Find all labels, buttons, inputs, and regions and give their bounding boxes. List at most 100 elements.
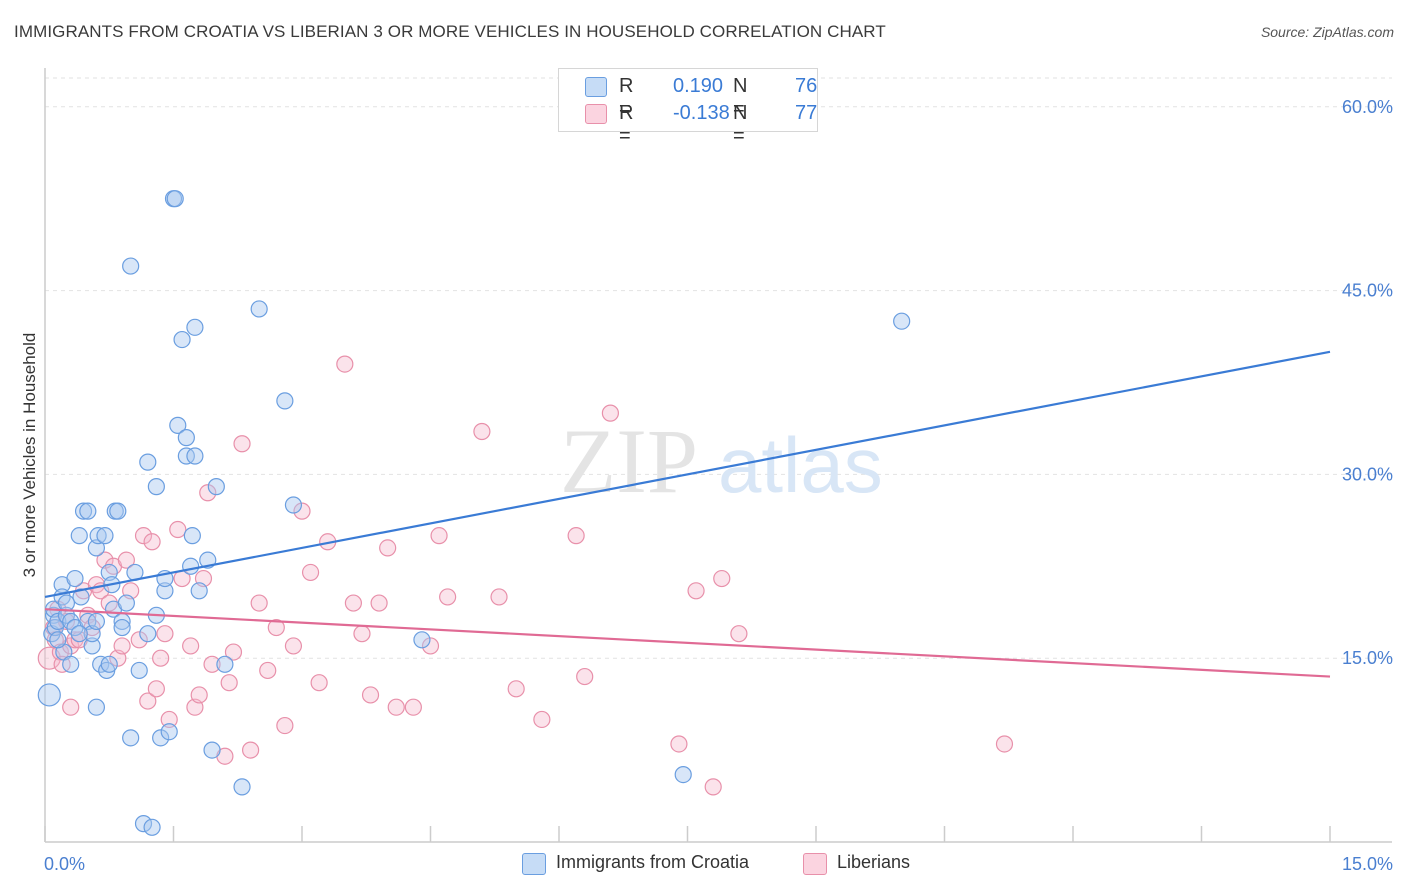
croatia-point xyxy=(96,527,114,545)
croatia-point xyxy=(284,496,303,514)
liberian-point xyxy=(601,404,620,422)
croatia-point xyxy=(166,190,184,208)
croatia-point xyxy=(113,618,131,637)
series-croatia xyxy=(37,190,911,836)
liberian-point xyxy=(687,582,705,600)
liberian-point xyxy=(62,698,80,716)
liberian-point xyxy=(379,539,397,557)
croatia-point xyxy=(183,527,201,545)
liberian-point xyxy=(37,646,61,670)
liberian-point xyxy=(130,631,148,649)
croatia-point xyxy=(89,527,107,545)
croatia-point xyxy=(134,815,153,833)
liberian-point xyxy=(567,527,585,545)
liberian-point xyxy=(259,661,277,680)
liberian-point xyxy=(301,563,320,582)
croatia-point xyxy=(49,631,67,649)
croatia-point xyxy=(109,502,127,520)
croatia-point xyxy=(100,655,118,673)
croatia-point xyxy=(190,582,208,600)
croatia-point xyxy=(122,729,140,747)
liberian-point xyxy=(224,643,243,661)
croatia-point xyxy=(173,330,191,349)
legend-n-label: N = xyxy=(733,102,748,147)
legend-n-value: 76 xyxy=(795,75,818,97)
liberian-point xyxy=(242,741,260,759)
y-tick-label: 30.0% xyxy=(1342,464,1393,484)
croatia-point xyxy=(207,478,225,496)
liberian-point xyxy=(473,422,491,441)
croatia-point xyxy=(182,557,200,575)
liberian-point xyxy=(336,355,354,373)
liberian-point xyxy=(250,594,268,612)
legend-r-label: R = xyxy=(619,102,634,147)
x-tick-label: 15.0% xyxy=(1342,854,1393,874)
croatia-point xyxy=(117,594,135,612)
croatia-point xyxy=(216,655,234,673)
croatia-point xyxy=(413,631,431,649)
croatia-point xyxy=(147,478,165,496)
croatia-point xyxy=(139,625,157,643)
croatia-point xyxy=(79,502,97,520)
croatia-point xyxy=(152,729,170,747)
y-tick-label: 15.0% xyxy=(1342,648,1393,668)
legend-n-label: N = xyxy=(733,75,748,120)
watermark-zip: ZIP xyxy=(560,410,698,512)
liberian-point xyxy=(284,637,303,655)
croatia-point xyxy=(233,778,251,796)
chart-title: IMMIGRANTS FROM CROATIA VS LIBERIAN 3 OR… xyxy=(14,22,886,41)
croatia-point xyxy=(62,655,80,673)
croatia-point xyxy=(674,766,692,784)
liberian-point xyxy=(421,637,440,655)
liberian-point xyxy=(670,735,688,753)
liberian-point xyxy=(139,692,157,710)
y-tick-label: 60.0% xyxy=(1342,97,1393,117)
liberian-point xyxy=(190,686,208,704)
bottom-legend-label-liberians: Liberians xyxy=(837,852,911,872)
liberian-point xyxy=(113,637,131,655)
croatia-point xyxy=(186,447,204,465)
liberian-point xyxy=(156,625,174,643)
liberian-point xyxy=(169,520,187,539)
liberian-point xyxy=(361,686,380,704)
liberian-point xyxy=(490,588,508,606)
liberian-point xyxy=(293,502,311,520)
liberian-point xyxy=(995,735,1014,753)
croatia-point xyxy=(156,582,174,600)
liberian-point xyxy=(576,667,594,686)
x-tick-label: 0.0% xyxy=(44,854,85,874)
liberian-point xyxy=(203,655,221,673)
watermark-atlas: atlas xyxy=(718,421,883,509)
croatia-point xyxy=(186,318,204,336)
liberian-point xyxy=(713,569,731,588)
liberian-point xyxy=(344,594,362,612)
liberian-point xyxy=(134,527,153,545)
legend-r-value: -0.138 xyxy=(673,102,730,124)
legend-swatch-croatia xyxy=(585,77,607,97)
croatia-trend-line xyxy=(44,350,1331,599)
liberian-point xyxy=(147,680,165,698)
liberian-point xyxy=(404,698,422,716)
croatia-point xyxy=(122,257,140,275)
croatia-point xyxy=(160,723,178,741)
croatia-point xyxy=(169,416,187,434)
liberian-point xyxy=(152,649,170,667)
croatia-point xyxy=(66,569,84,588)
liberian-point xyxy=(439,588,457,606)
tick-labels: 15.0% 30.0% 45.0% 60.0% 0.0% 15.0% xyxy=(44,97,1393,874)
croatia-point xyxy=(276,392,294,410)
y-axis-label: 3 or more Vehicles in Household xyxy=(20,332,39,578)
liberian-point xyxy=(370,594,388,612)
source-label: Source: ZipAtlas.com xyxy=(1260,24,1394,40)
croatia-point xyxy=(57,594,76,612)
bottom-legend-swatch-liberians xyxy=(803,853,827,875)
croatia-point xyxy=(203,741,221,759)
croatia-point xyxy=(83,637,101,655)
croatia-point xyxy=(37,683,61,707)
liberian-point xyxy=(387,698,405,716)
croatia-point xyxy=(177,429,195,447)
croatia-point xyxy=(250,300,268,318)
croatia-point xyxy=(130,661,148,680)
liberian-point xyxy=(267,618,285,637)
